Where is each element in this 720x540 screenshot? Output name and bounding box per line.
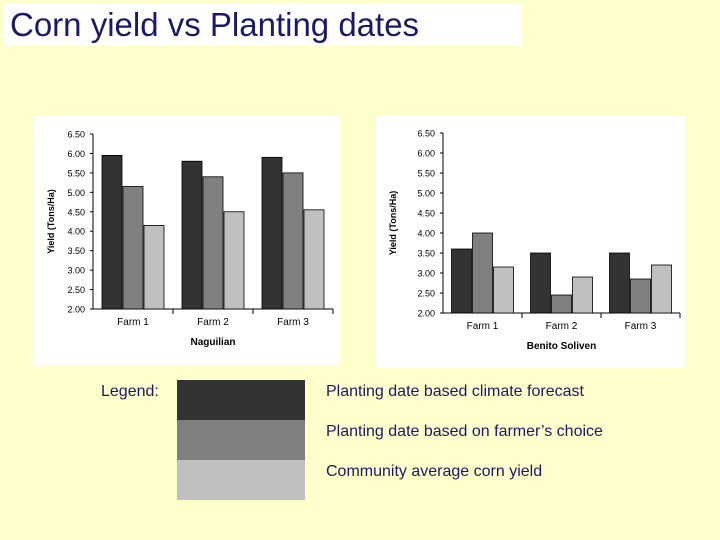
legend-text-community-average: Community average corn yield xyxy=(326,463,543,480)
y-tick-label: 4.50 xyxy=(417,209,435,219)
y-tick-label: 5.00 xyxy=(417,189,435,199)
bar-benito-soliven-farm-3-s2 xyxy=(630,278,651,314)
bar-naguilian-farm-2-s3 xyxy=(223,211,245,310)
bar-naguilian-farm-1-s2 xyxy=(122,186,144,310)
x-axis-label: Benito Soliven xyxy=(527,341,596,352)
bar-naguilian-farm-2-s1 xyxy=(181,160,203,310)
chart-benito-soliven: 2.00 2.50 3.00 3.50 4.00 4.50 5.00 5.50 6.00 6.50… xyxy=(375,115,686,368)
y-tick-label: 6.00 xyxy=(417,149,435,159)
y-tick-label: 6.50 xyxy=(67,130,85,140)
bar-naguilian-farm-1-s1 xyxy=(101,154,123,310)
y-tick-label: 4.50 xyxy=(67,207,85,217)
x-axis-label: Naguilian xyxy=(190,337,235,348)
bar-benito-soliven-farm-1-s2 xyxy=(472,232,493,314)
bar-naguilian-farm-3-s1 xyxy=(261,156,283,310)
y-tick-label: 3.00 xyxy=(417,269,435,279)
legend-text-farmer-choice: Planting date based on farmer’s choice xyxy=(326,423,603,440)
x-tick-label: Farm 2 xyxy=(546,321,578,332)
legend-label: Legend: xyxy=(101,383,159,400)
y-tick-label: 5.00 xyxy=(67,188,85,198)
x-tick-label: Farm 2 xyxy=(197,317,229,328)
bar-naguilian-farm-2-s2 xyxy=(202,176,224,310)
y-tick-label: 5.50 xyxy=(67,168,85,178)
bar-naguilian-farm-1-s3 xyxy=(143,224,165,310)
y-axis-label: Yield (Tons/Ha) xyxy=(46,189,56,254)
bar-benito-soliven-farm-2-s3 xyxy=(572,276,593,314)
chart-svg-benito-soliven: 2.00 2.50 3.00 3.50 4.00 4.50 5.00 5.50 6.00 6.50… xyxy=(388,129,681,352)
legend-swatch-community-average xyxy=(177,460,305,500)
bar-benito-soliven-farm-3-s1 xyxy=(609,252,630,314)
legend-swatch-farmer-choice xyxy=(177,420,305,460)
y-tick-label: 3.00 xyxy=(67,266,85,276)
bar-benito-soliven-farm-1-s1 xyxy=(451,248,472,314)
bar-naguilian-farm-3-s2 xyxy=(282,172,304,310)
y-tick-label: 4.00 xyxy=(417,229,435,239)
bar-benito-soliven-farm-1-s3 xyxy=(493,266,514,314)
legend-text-forecast: Planting date based climate forecast xyxy=(326,383,584,400)
x-tick-label: Farm 1 xyxy=(467,321,499,332)
y-tick-label: 4.00 xyxy=(67,227,85,237)
title-box xyxy=(4,4,522,46)
y-axis-label: Yield (Tons/Ha) xyxy=(388,191,398,256)
bar-naguilian-farm-3-s3 xyxy=(303,209,325,310)
bar-benito-soliven-farm-2-s2 xyxy=(551,294,572,314)
bar-benito-soliven-farm-3-s3 xyxy=(651,264,672,314)
y-tick-label: 2.50 xyxy=(417,289,435,299)
chart-naguilian: 2.00 2.50 3.00 3.50 4.00 4.50 5.00 5.50 6.00 6.50… xyxy=(33,115,340,365)
y-tick-label: 6.50 xyxy=(417,129,435,139)
y-tick-label: 2.00 xyxy=(417,309,435,319)
y-tick-label: 6.00 xyxy=(67,149,85,159)
legend-swatch-forecast xyxy=(177,380,305,420)
y-tick-label: 5.50 xyxy=(417,169,435,179)
chart-svg-naguilian: 2.00 2.50 3.00 3.50 4.00 4.50 5.00 5.50 6.00 6.50… xyxy=(46,130,334,348)
bar-benito-soliven-farm-2-s1 xyxy=(530,252,551,314)
y-tick-label: 3.50 xyxy=(67,246,85,256)
y-tick-label: 2.50 xyxy=(67,285,85,295)
y-tick-label: 2.00 xyxy=(67,305,85,315)
slide-title: Corn yield vs Planting dates xyxy=(10,6,420,43)
y-tick-label: 3.50 xyxy=(417,249,435,259)
x-tick-label: Farm 1 xyxy=(117,317,149,328)
x-tick-label: Farm 3 xyxy=(277,317,309,328)
x-tick-label: Farm 3 xyxy=(625,321,657,332)
